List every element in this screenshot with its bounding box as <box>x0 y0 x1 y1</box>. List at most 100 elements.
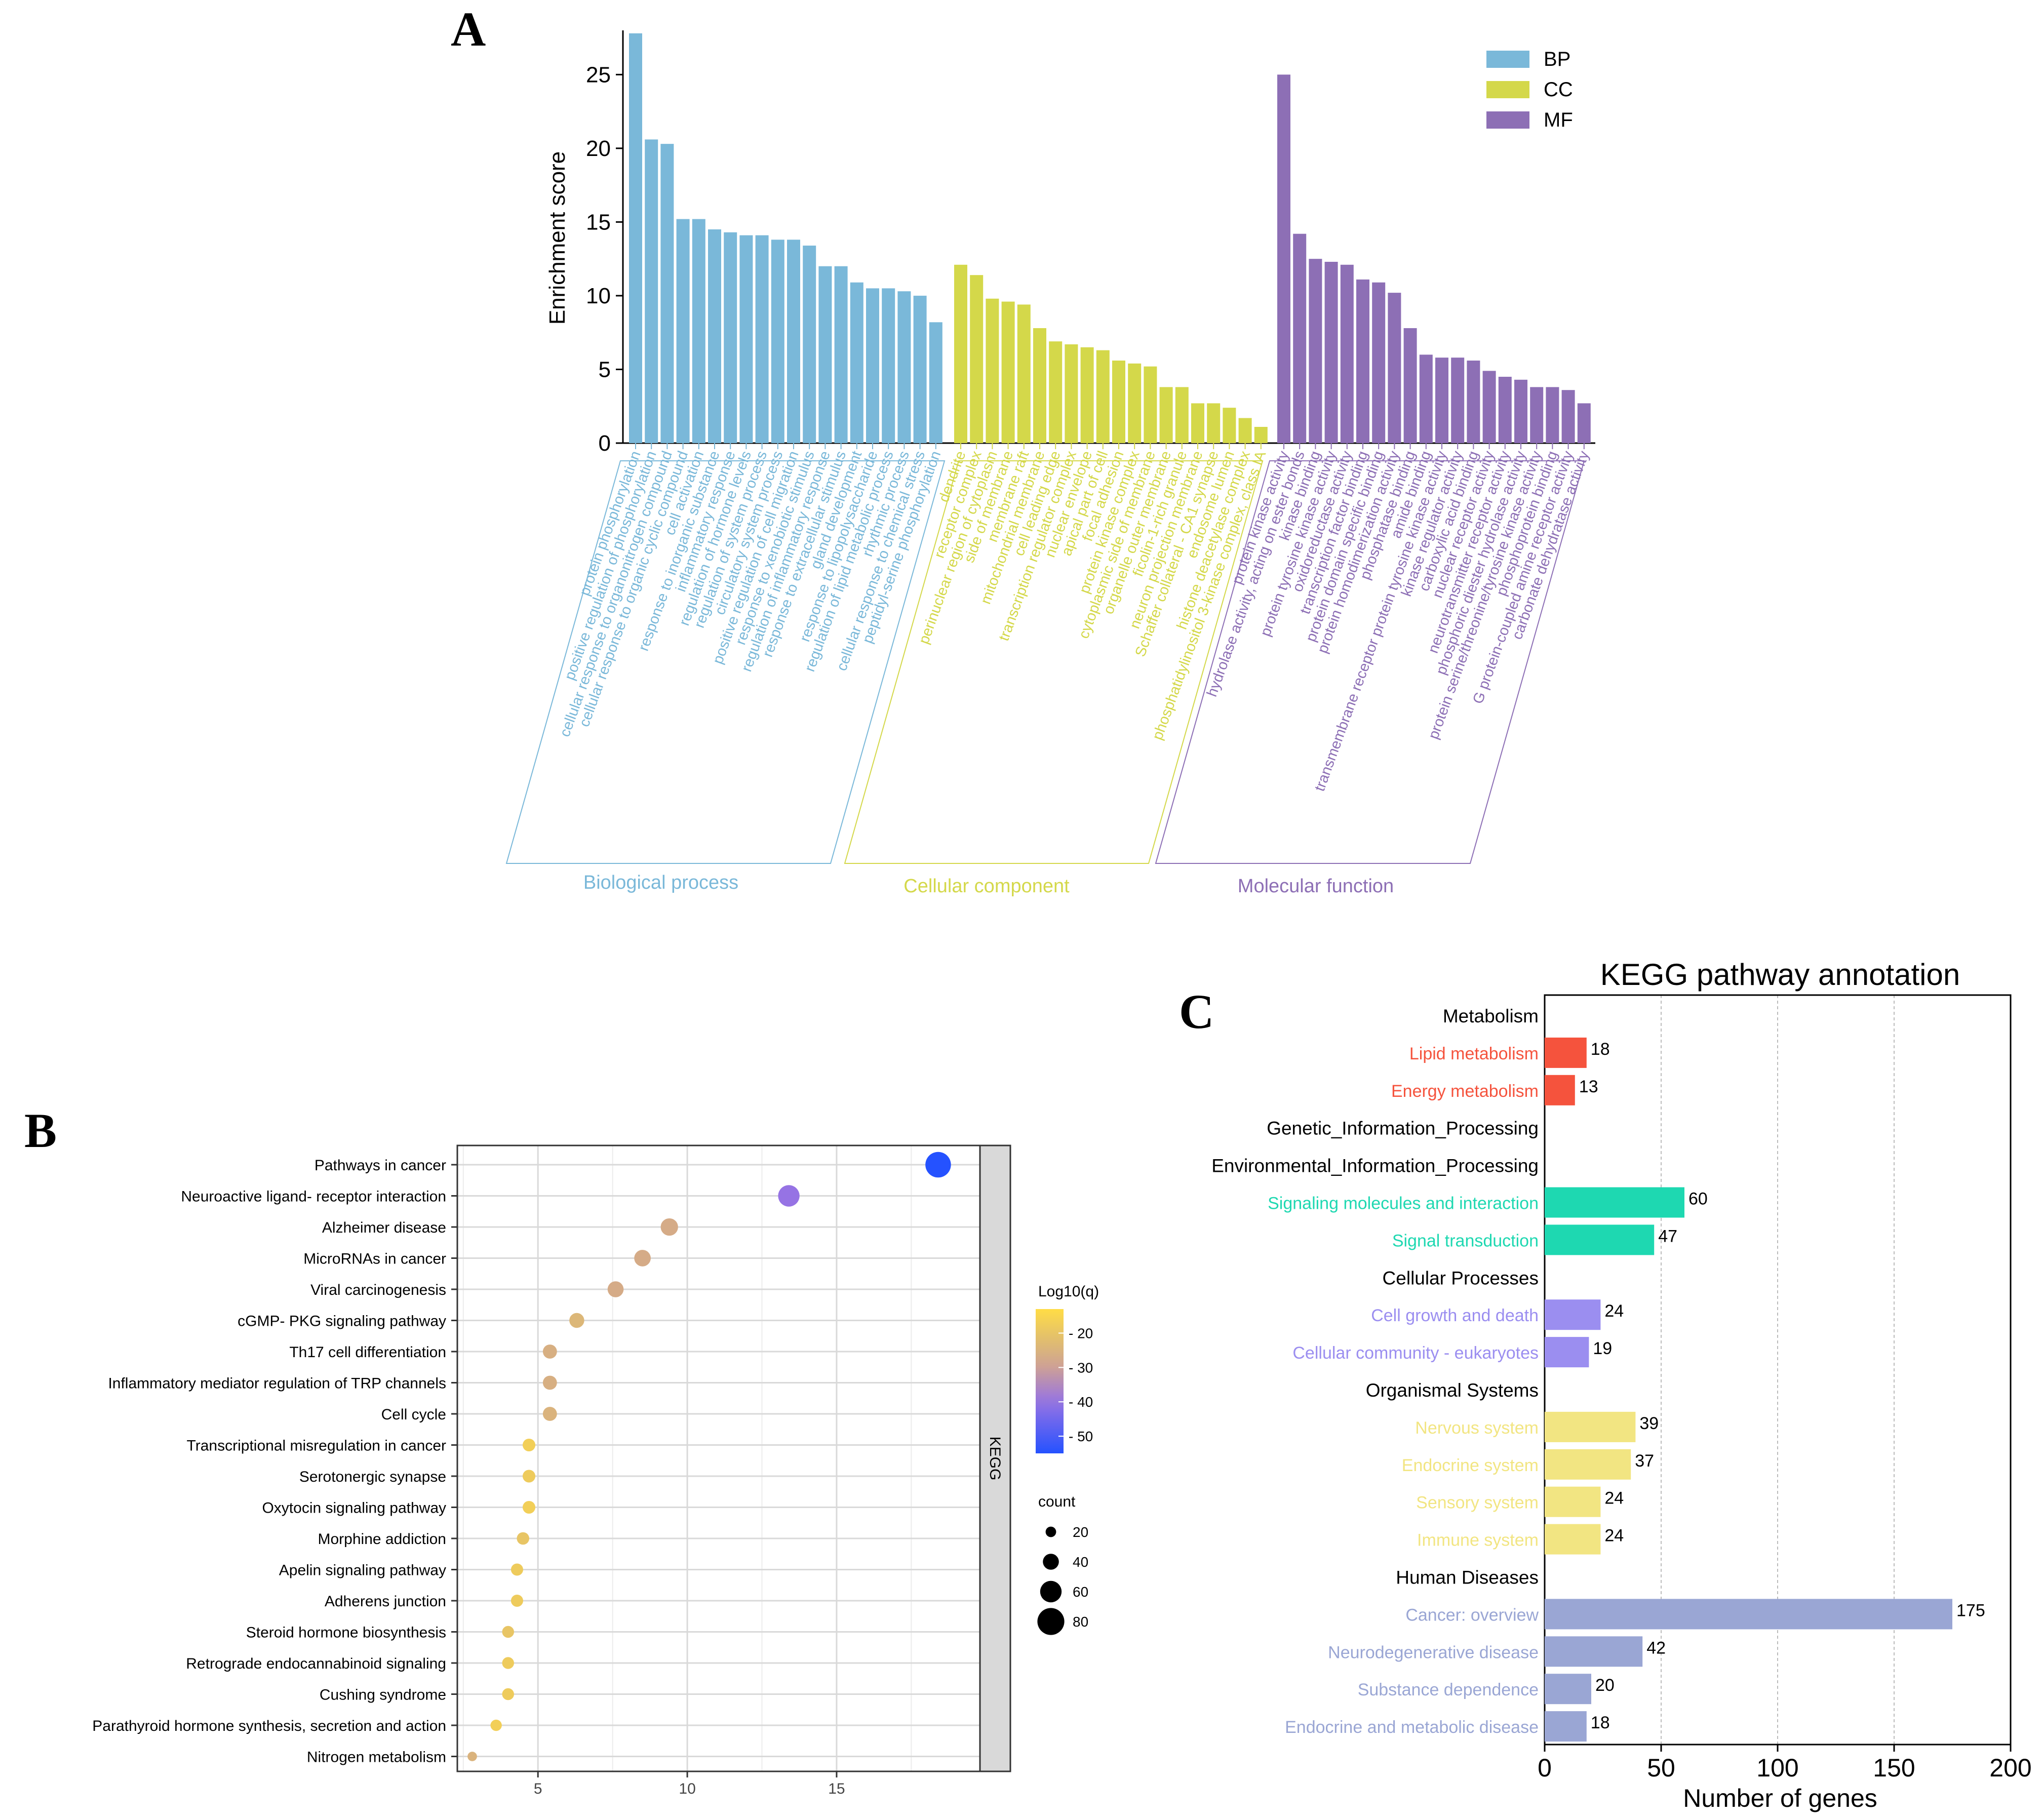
panel-a-bar <box>803 245 816 443</box>
panel-a-bar <box>1096 350 1110 443</box>
panel-c-row-label: Lipid metabolism <box>1409 1044 1539 1063</box>
panel-a-bar <box>1546 387 1559 443</box>
panel-c-category-header: Human Diseases <box>1396 1567 1539 1588</box>
panel-a-bar <box>771 240 784 443</box>
panel-b-point <box>522 1438 536 1452</box>
panel-c-bar <box>1545 1075 1575 1105</box>
panel-b-y-tick-label: Steroid hormone biosynthesis <box>246 1625 446 1641</box>
panel-c-x-axis-label: Number of genes <box>1683 1784 1877 1812</box>
panel-b-facet-label: KEGG <box>987 1437 1003 1481</box>
panel-a-bar <box>1175 387 1189 443</box>
panel-c-bar-value-label: 24 <box>1604 1489 1624 1508</box>
panel-c-bar <box>1545 1636 1643 1667</box>
panel-c-row-label: Nervous system <box>1415 1418 1539 1438</box>
panel-c-x-tick-label: 50 <box>1647 1754 1675 1782</box>
panel-a-group-bracket <box>844 460 1264 864</box>
panel-c-category-header: Genetic_Information_Processing <box>1267 1118 1539 1139</box>
panel-c-bar <box>1545 1187 1684 1218</box>
panel-c-bar <box>1545 1411 1636 1442</box>
panel-b-y-tick-label: Adherens junction <box>325 1593 446 1610</box>
panel-a-bar <box>1277 74 1290 444</box>
panel-a-bar <box>1254 426 1268 443</box>
panel-b-x-tick-label: 10 <box>679 1781 695 1797</box>
panel-c-bar-value-label: 60 <box>1688 1190 1708 1209</box>
panel-b-y-tick-label: Neuroactive ligand- receptor interaction <box>181 1189 446 1205</box>
panel-b-colorbar-tick-label: - 50 <box>1069 1429 1093 1444</box>
panel-a-bar <box>1293 233 1307 443</box>
panel-a-bar <box>1001 301 1015 443</box>
panel-c-x-tick-label: 200 <box>1989 1754 2031 1782</box>
panel-a-legend-swatch <box>1486 111 1529 129</box>
panel-a-y-tick-label: 5 <box>599 357 611 382</box>
panel-c-bar <box>1545 1674 1591 1705</box>
panel-a-legend-label: CC <box>1544 78 1573 101</box>
panel-b-size-legend-dot <box>1043 1554 1059 1570</box>
panel-c-bar-value-label: 20 <box>1595 1676 1615 1695</box>
panel-a-bar <box>1356 279 1369 443</box>
panel-b-size-legend-label: 40 <box>1073 1554 1088 1570</box>
panel-b-point <box>607 1281 624 1297</box>
panel-a-bar <box>818 266 832 443</box>
panel-c-title: KEGG pathway annotation <box>1600 958 1960 992</box>
panel-letter-a: A <box>451 2 486 56</box>
panel-a-y-tick-label: 25 <box>586 62 611 87</box>
panel-c-bar-value-label: 37 <box>1635 1451 1654 1471</box>
panel-b-point <box>502 1626 515 1638</box>
panel-b-point <box>634 1250 651 1267</box>
panel-b-size-legend-title: count <box>1038 1493 1076 1510</box>
panel-c-row-label: Cellular community - eukaryotes <box>1292 1343 1539 1363</box>
panel-a-bar <box>1207 403 1221 443</box>
panel-a-bar <box>1419 354 1433 443</box>
panel-b-y-tick-label: Alzheimer disease <box>322 1219 446 1236</box>
panel-b-y-tick-label: Pathways in cancer <box>315 1157 446 1174</box>
panel-c-bar-value-label: 24 <box>1604 1301 1624 1321</box>
panel-c-bar <box>1545 1224 1655 1255</box>
panel-c-bar <box>1545 1337 1589 1368</box>
panel-b-y-tick-label: MicroRNAs in cancer <box>303 1251 446 1268</box>
panel-a-bar <box>866 288 879 443</box>
panel-c-row-label: Endocrine system <box>1402 1456 1539 1475</box>
panel-b-kegg-dot-plot: B KEGG Pathways in cancer Neuroactive liga… <box>24 1103 1099 1797</box>
panel-b-y-tick-label: Parathyroid hormone synthesis, secretion… <box>92 1718 446 1734</box>
panel-a-bar <box>1128 363 1142 443</box>
panel-a-bar <box>1561 390 1575 443</box>
panel-c-category-header: Environmental_Information_Processing <box>1211 1156 1539 1176</box>
panel-a-bar <box>1017 304 1031 443</box>
panel-a-y-tick-label: 0 <box>599 431 611 456</box>
panel-b-facet-strip <box>979 1144 1011 1772</box>
panel-a-bar <box>1049 341 1063 443</box>
panel-letter-c: C <box>1179 984 1214 1039</box>
panel-c-row-label: Signaling molecules and interaction <box>1268 1194 1539 1213</box>
panel-a-bar <box>1451 358 1465 443</box>
panel-a-group-bracket <box>505 460 946 864</box>
panel-a-legend-label: BP <box>1544 48 1570 70</box>
panel-c-bar <box>1545 1524 1601 1555</box>
panel-letter-b: B <box>24 1103 57 1158</box>
panel-b-point <box>542 1344 557 1359</box>
panel-a-bar <box>1403 328 1417 443</box>
panel-c-row-label: Substance dependence <box>1358 1680 1539 1699</box>
panel-a-bar <box>692 219 705 443</box>
panel-a-legend-swatch <box>1486 81 1529 98</box>
panel-a-y-tick-label: 15 <box>586 210 611 234</box>
panel-a-bar <box>1223 408 1236 443</box>
panel-a-y-tick-label: 10 <box>586 284 611 308</box>
panel-b-point <box>510 1563 523 1576</box>
panel-c-kegg-annotation-bar-chart: C KEGG pathway annotation Number of gene… <box>1179 958 2032 1812</box>
panel-b-point <box>542 1375 557 1390</box>
panel-c-bar-value-label: 19 <box>1593 1339 1612 1358</box>
panel-b-y-tick-label: Cell cycle <box>381 1406 446 1423</box>
panel-a-legend-label: MF <box>1544 109 1573 131</box>
panel-a-bar <box>850 282 863 443</box>
panel-b-y-tick-label: Oxytocin signaling pathway <box>262 1500 446 1517</box>
panel-a-y-axis-label: Enrichment score <box>545 151 570 325</box>
panel-a-bar <box>1238 418 1252 443</box>
panel-b-y-tick-label: cGMP- PKG signaling pathway <box>238 1313 446 1330</box>
panel-b-point <box>522 1470 536 1483</box>
panel-a-bar <box>787 240 800 443</box>
panel-b-point <box>467 1752 477 1761</box>
panel-a-bar <box>1514 379 1527 443</box>
panel-a-bar <box>1309 259 1322 443</box>
panel-c-bar <box>1545 1037 1587 1068</box>
